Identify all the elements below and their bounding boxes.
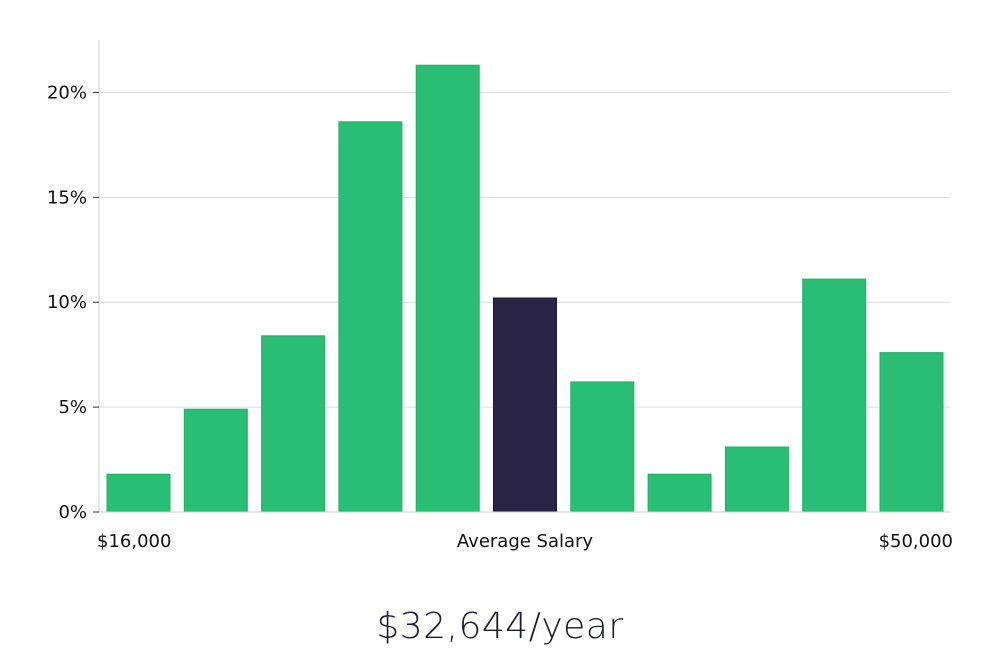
bar	[647, 473, 712, 513]
y-tick-label: 20%	[47, 82, 87, 103]
bar	[570, 381, 635, 513]
y-tick-label: 10%	[47, 292, 87, 313]
salary-histogram: 0% 5% 10% 15% 20% $16,000 Average Salary $50…	[47, 40, 953, 552]
x-label-center: Average Salary	[457, 531, 594, 552]
bar-average-salary	[493, 297, 557, 513]
bars	[106, 64, 944, 513]
x-label-max: $50,000	[879, 531, 953, 552]
bar	[106, 473, 171, 513]
bar	[415, 64, 480, 513]
bar	[724, 446, 789, 513]
bar	[338, 121, 403, 513]
y-axis-ticks: 0% 5% 10% 15% 20%	[47, 82, 99, 523]
bar	[183, 408, 248, 513]
bar	[802, 278, 867, 513]
y-tick-label: 15%	[47, 187, 87, 208]
y-tick-label: 5%	[58, 397, 87, 418]
bar	[261, 335, 326, 513]
x-label-min: $16,000	[97, 531, 171, 552]
y-tick-label: 0%	[58, 502, 87, 523]
average-salary-value: $32,644/year	[376, 606, 624, 647]
bar	[879, 352, 944, 513]
